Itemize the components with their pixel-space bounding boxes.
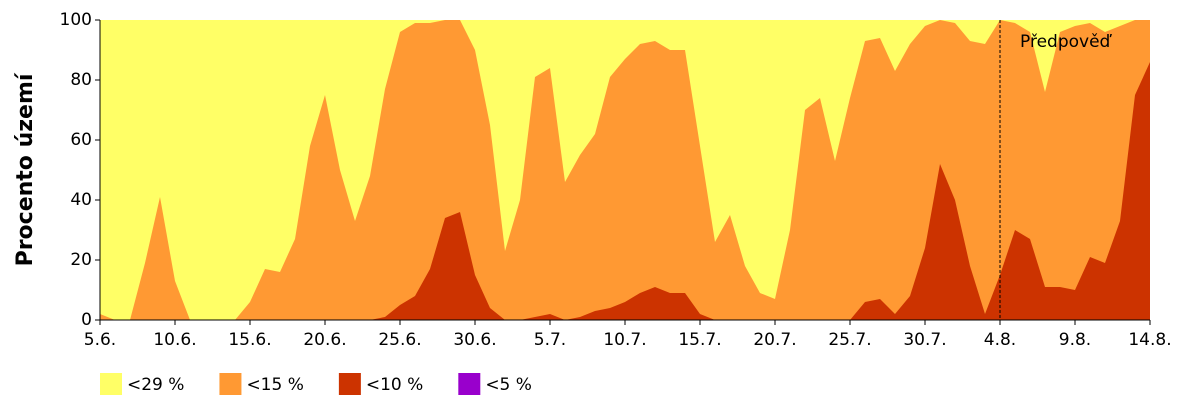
y-axis-label: Procento území — [13, 72, 38, 266]
x-tick-label: 30.6. — [453, 330, 496, 350]
legend-label: <5 % — [485, 375, 532, 395]
legend-swatch — [458, 373, 481, 395]
y-tick-label: 80 — [70, 70, 92, 90]
y-tick-label: 40 — [70, 190, 92, 210]
y-tick-label: 20 — [70, 250, 92, 270]
legend-label: <29 % — [127, 375, 184, 395]
legend-swatch — [338, 373, 361, 395]
x-tick-label: 5.7. — [534, 330, 566, 350]
x-tick-label: 14.8. — [1128, 330, 1171, 350]
x-tick-label: 25.6. — [378, 330, 421, 350]
x-tick-label: 10.6. — [153, 330, 196, 350]
area — [100, 20, 1150, 320]
x-tick-label: 10.7. — [603, 330, 646, 350]
x-tick-label: 9.8. — [1059, 330, 1091, 350]
y-tick-label: 60 — [70, 130, 92, 150]
x-tick-label: 4.8. — [984, 330, 1016, 350]
legend-swatch — [219, 373, 242, 395]
legend-swatch — [100, 373, 122, 395]
annotation: Předpověď — [1020, 32, 1113, 52]
y-tick-label: 100 — [60, 10, 92, 30]
x-tick-label: 20.7. — [753, 330, 796, 350]
x-tick-label: 5.6. — [84, 330, 116, 350]
x-tick-label: 20.6. — [303, 330, 346, 350]
x-tick-label: 30.7. — [903, 330, 946, 350]
area — [100, 62, 1150, 320]
x-tick-label: 15.7. — [678, 330, 721, 350]
x-tick-label: 15.6. — [228, 330, 271, 350]
legend-label: <10 % — [366, 375, 423, 395]
legend-label: <15 % — [246, 375, 303, 395]
y-tick-label: 0 — [81, 310, 92, 330]
x-tick-label: 25.7. — [828, 330, 871, 350]
